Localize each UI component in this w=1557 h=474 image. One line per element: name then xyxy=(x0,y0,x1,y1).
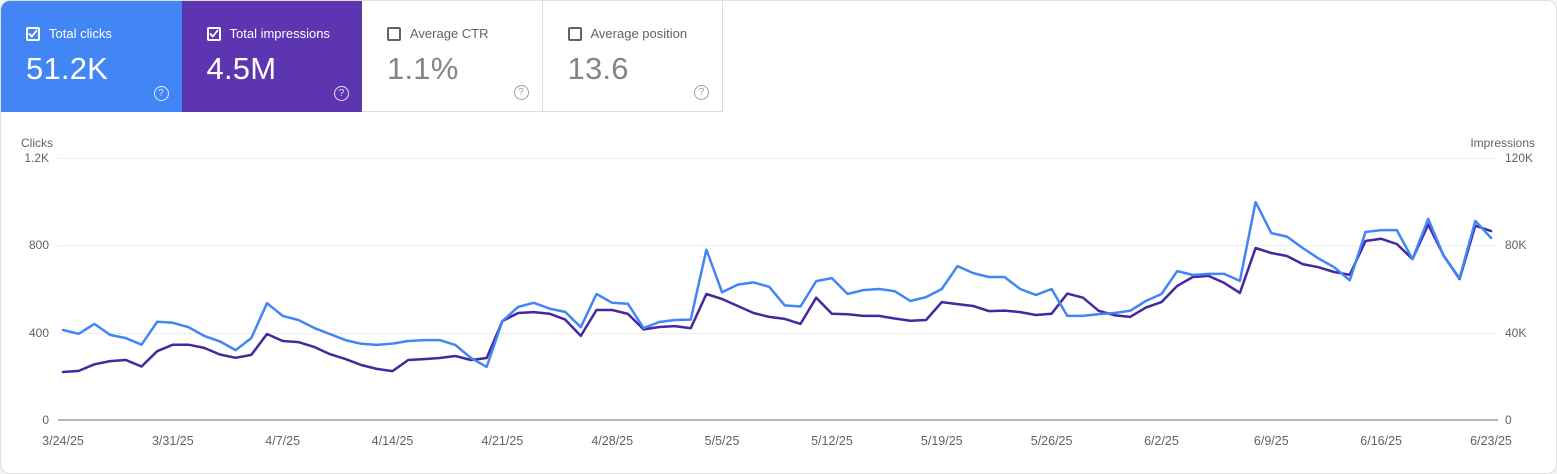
x-axis-label: 6/2/25 xyxy=(1144,434,1179,448)
help-icon[interactable]: ? xyxy=(153,86,169,101)
card-total-clicks-header: Total clicks xyxy=(26,26,182,41)
total-clicks-checkbox[interactable] xyxy=(26,26,40,41)
x-axis-label: 5/19/25 xyxy=(920,434,963,448)
impressions-line xyxy=(61,223,1493,374)
metric-cards-row: Total clicks 51.2K ? Total impressions 4… xyxy=(1,1,723,112)
right-axis-tick: 0 xyxy=(1505,413,1512,427)
total-impressions-value: 4.5M xyxy=(206,51,277,86)
x-axis-label: 5/5/25 xyxy=(704,434,740,448)
average-position-value: 13.6 xyxy=(567,51,629,86)
x-axis-label: 3/24/25 xyxy=(42,434,84,448)
card-label: Average position xyxy=(590,26,688,41)
card-label: Total clicks xyxy=(49,26,112,41)
average-ctr-checkbox[interactable] xyxy=(387,26,401,41)
left-axis-tick: 0 xyxy=(42,413,49,427)
right-axis-tick: 80K xyxy=(1505,238,1527,253)
gridline xyxy=(58,245,1498,247)
total-clicks-value: 51.2K xyxy=(26,51,109,86)
average-position-checkbox[interactable] xyxy=(567,26,582,41)
average-ctr-value: 1.1% xyxy=(387,51,459,86)
x-axis-label: 6/23/25 xyxy=(1470,434,1512,448)
right-axis-title: Impressions xyxy=(1470,136,1535,150)
x-axis-label: 4/14/25 xyxy=(371,434,414,448)
card-average-position[interactable]: Average position 13.6 ? xyxy=(542,1,723,112)
gridline xyxy=(58,332,1498,334)
clicks-line xyxy=(61,200,1493,369)
card-total-impressions[interactable]: Total impressions 4.5M ? xyxy=(181,1,363,112)
x-axis-label: 5/26/25 xyxy=(1030,434,1073,448)
checkmark-icon xyxy=(208,29,219,38)
card-label: Total impressions xyxy=(229,26,330,41)
card-total-clicks[interactable]: Total clicks 51.2K ? xyxy=(1,1,182,112)
help-icon[interactable]: ? xyxy=(694,85,709,100)
card-average-ctr[interactable]: Average CTR 1.1% ? xyxy=(362,1,543,112)
x-axis-label: 6/9/25 xyxy=(1253,434,1289,448)
card-total-impressions-header: Total impressions xyxy=(206,26,363,41)
x-axis-label: 4/28/25 xyxy=(591,434,634,448)
right-axis-tick: 120K xyxy=(1505,151,1534,165)
x-axis-label: 3/31/25 xyxy=(151,434,194,448)
left-axis-tick: 400 xyxy=(28,325,49,340)
gridline xyxy=(58,158,1498,159)
left-axis-tick: 1.2K xyxy=(24,151,49,165)
card-average-ctr-header: Average CTR xyxy=(387,26,542,41)
gridline xyxy=(58,419,1498,421)
x-axis-label: 6/16/25 xyxy=(1360,434,1402,448)
help-icon[interactable]: ? xyxy=(334,86,349,101)
right-axis-tick: 40K xyxy=(1505,325,1527,340)
checkmark-icon xyxy=(28,29,38,38)
card-label: Average CTR xyxy=(410,26,489,41)
left-axis-tick: 800 xyxy=(28,238,49,253)
left-axis-title: Clicks xyxy=(21,136,53,150)
total-impressions-checkbox[interactable] xyxy=(206,26,221,41)
help-icon[interactable]: ? xyxy=(513,85,529,100)
x-axis-label: 4/7/25 xyxy=(265,434,301,448)
x-axis-label: 4/21/25 xyxy=(481,434,524,448)
card-average-position-header: Average position xyxy=(567,26,723,41)
x-axis-label: 5/12/25 xyxy=(811,434,853,448)
